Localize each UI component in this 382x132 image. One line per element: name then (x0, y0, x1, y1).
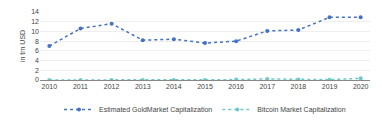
svg-text:2016: 2016 (228, 83, 244, 90)
svg-text:10: 10 (31, 28, 39, 35)
svg-text:2018: 2018 (291, 83, 307, 90)
svg-text:14: 14 (31, 8, 39, 15)
svg-text:Estimated GoldMarket Capitaliz: Estimated GoldMarket Capitalization (99, 106, 212, 114)
svg-text:2017: 2017 (259, 83, 275, 90)
svg-text:12: 12 (31, 18, 39, 25)
svg-text:8: 8 (35, 38, 39, 45)
svg-text:0: 0 (35, 76, 39, 83)
svg-text:2019: 2019 (322, 83, 338, 90)
svg-text:2010: 2010 (42, 83, 58, 90)
svg-text:2011: 2011 (73, 83, 88, 90)
svg-text:2014: 2014 (166, 83, 182, 90)
svg-text:in trn USD: in trn USD (19, 30, 26, 62)
svg-text:2013: 2013 (135, 83, 151, 90)
svg-text:2: 2 (35, 67, 39, 74)
svg-text:2015: 2015 (197, 83, 213, 90)
svg-text:6: 6 (35, 47, 39, 54)
svg-text:2020: 2020 (353, 83, 369, 90)
svg-text:4: 4 (35, 57, 39, 64)
svg-text:2012: 2012 (104, 83, 120, 90)
svg-text:Bitcoin Market Capitalization: Bitcoin Market Capitalization (257, 106, 345, 114)
